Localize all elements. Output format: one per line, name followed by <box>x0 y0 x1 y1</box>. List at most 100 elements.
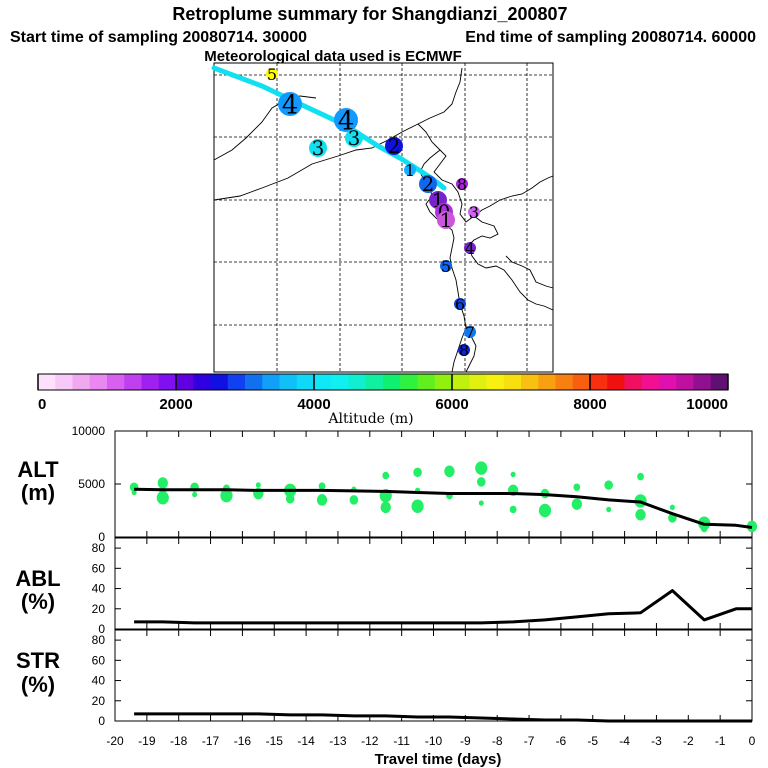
map-markers: 543432121018345678 <box>266 65 480 360</box>
alt-scatter-point <box>157 477 168 489</box>
x-tick-label: -16 <box>234 734 252 748</box>
alt-scatter-point <box>255 482 261 488</box>
colorbar-swatch <box>417 374 436 390</box>
series-line <box>134 589 752 625</box>
marker-label: 1 <box>405 161 415 180</box>
abl-panel: ABL (%) 0 20 40 60 80 <box>15 537 753 636</box>
colorbar-tick-label: 6000 <box>435 396 468 413</box>
y-tick-label: 40 <box>92 674 106 688</box>
colorbar-swatch <box>296 374 315 390</box>
marker-dot <box>454 298 466 310</box>
alt-scatter-point <box>478 500 484 506</box>
start-time-label: Start time of sampling 20080714. 30000 <box>10 29 307 46</box>
colorbar-swatch <box>590 374 608 390</box>
map-marker: 1 <box>404 161 416 180</box>
alt-label-bottom: (m) <box>21 480 55 505</box>
marker-dot <box>309 139 327 157</box>
colorbar-tick-label: 2000 <box>159 396 192 413</box>
marker-label: 4 <box>282 90 299 120</box>
y-tick-label: 0 <box>98 530 105 544</box>
map-marker: 4 <box>334 106 358 136</box>
marker-dot <box>404 164 416 176</box>
colorbar-swatch <box>469 374 487 390</box>
marker-dot <box>456 178 468 190</box>
y-tick-label: 0 <box>98 714 105 728</box>
colorbar-swatch <box>365 374 384 390</box>
colorbar-swatch <box>227 374 246 390</box>
marker-dot <box>440 260 452 272</box>
marker-dot <box>464 242 476 254</box>
panel-frame <box>114 629 753 722</box>
str-label-top: STR <box>16 648 60 673</box>
colorbar-swatch <box>521 374 539 390</box>
colorbar-swatch <box>641 374 660 390</box>
end-time-label: End time of sampling 20080714. 60000 <box>465 29 756 46</box>
alt-scatter-point <box>413 467 422 478</box>
alt-scatter-point <box>380 501 391 514</box>
marker-dot <box>464 326 476 338</box>
marker-label: 3 <box>312 136 325 160</box>
map-marker: 4 <box>278 90 302 120</box>
series-line <box>134 712 752 723</box>
x-tick-label: -1 <box>715 734 726 748</box>
alt-scatter-point <box>571 498 583 510</box>
x-tick-label: 0 <box>749 734 756 748</box>
x-tick-label: -2 <box>683 734 694 748</box>
colorbar-swatch <box>89 374 108 390</box>
marker-label: 3 <box>469 203 479 222</box>
colorbar-swatch <box>572 374 591 390</box>
map-marker: 8 <box>458 341 470 360</box>
x-tick-label: -9 <box>460 734 471 748</box>
marker-label: 8 <box>457 175 467 194</box>
alt-scatter-point <box>510 471 516 478</box>
map-marker: 1 <box>437 208 455 232</box>
alt-scatter-point <box>509 505 517 514</box>
map-frame <box>213 62 554 373</box>
marker-dot <box>437 211 455 229</box>
x-tick-label: -4 <box>619 734 630 748</box>
colorbar-swatch <box>659 374 677 390</box>
alt-scatter-point <box>635 509 646 521</box>
alt-scatter-point <box>604 480 613 490</box>
x-tick-label: -14 <box>297 734 315 748</box>
map-marker: 3 <box>309 136 327 160</box>
marker-label: 2 <box>388 134 401 158</box>
colorbar-swatch <box>72 374 91 390</box>
alt-scatter-point <box>573 483 581 491</box>
alt-scatter-point <box>637 472 644 481</box>
x-tick-label: -10 <box>425 734 443 748</box>
colorbar-swatch <box>434 374 453 390</box>
alt-scatter-point <box>156 491 169 505</box>
marker-label: 4 <box>338 106 355 136</box>
map-marker: 6 <box>454 295 466 314</box>
alt-scatter-point <box>411 499 424 513</box>
marker-dot <box>334 108 358 132</box>
colorbar-swatch <box>486 374 505 390</box>
colorbar-ticks: 0 2000 4000 6000 8000 10000 <box>37 374 729 413</box>
alt-scatter-point <box>700 524 708 533</box>
figure-title: Retroplume summary for Shangdianzi_20080… <box>172 4 567 24</box>
alt-scatter-point <box>316 494 328 506</box>
x-tick-label: -11 <box>393 734 410 748</box>
str-label-bottom: (%) <box>21 672 55 697</box>
map-marker: 7 <box>464 323 476 342</box>
marker-label: 1 <box>440 208 453 232</box>
y-tick-label: 80 <box>92 633 106 647</box>
colorbar-swatch <box>279 374 298 390</box>
alt-scatter-point <box>669 504 675 511</box>
map-marker: 8 <box>456 175 468 194</box>
map-marker: 2 <box>419 172 437 196</box>
x-tick-label: -18 <box>170 734 188 748</box>
map-marker: 3 <box>468 203 480 222</box>
colorbar-swatch <box>624 374 643 390</box>
x-tick-label: -6 <box>556 734 567 748</box>
alt-panel: ALT (m) 0 5000 10000 <box>17 424 758 544</box>
colorbar-swatch <box>693 374 712 390</box>
x-axis-title: Travel time (days) <box>375 751 502 768</box>
travel-time-axis: Travel time (days) -20 -19 -18 -17 -16 -15 -14… <box>106 734 755 768</box>
colorbar-swatch <box>607 374 625 390</box>
x-tick-label: -12 <box>361 734 379 748</box>
map-marker: 5 <box>440 257 452 276</box>
colorbar-swatch <box>400 374 418 390</box>
